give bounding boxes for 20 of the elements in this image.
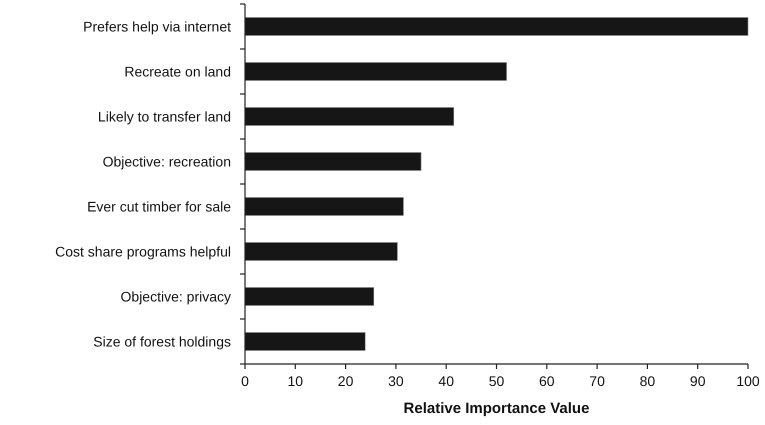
y-tick-label: Objective: privacy — [120, 288, 231, 304]
x-tick-label: 50 — [488, 373, 504, 389]
x-tick-label: 40 — [438, 373, 454, 389]
x-tick-label: 20 — [338, 373, 354, 389]
y-tick-label: Cost share programs helpful — [55, 243, 231, 260]
y-tick-label: Objective: recreation — [102, 153, 231, 170]
x-tick-label: 10 — [288, 373, 304, 389]
x-tick-label: 60 — [539, 373, 555, 389]
x-tick-label: 30 — [388, 373, 404, 389]
y-tick-label: Ever cut timber for sale — [87, 198, 232, 214]
x-tick-label: 70 — [589, 373, 606, 389]
y-tick-label: Recreate on land — [124, 63, 231, 80]
x-tick-label: 90 — [690, 373, 706, 389]
y-tick-label: Likely to transfer land — [98, 108, 231, 124]
x-tick-label: 80 — [640, 373, 656, 389]
y-tick-label: Prefers help via internet — [83, 18, 232, 34]
y-tick-label: Size of forest holdings — [93, 333, 231, 350]
x-tick-label: 0 — [241, 373, 250, 389]
x-tick-label: 100 — [736, 373, 760, 389]
x-axis-title: Relative Importance Value — [404, 400, 590, 417]
